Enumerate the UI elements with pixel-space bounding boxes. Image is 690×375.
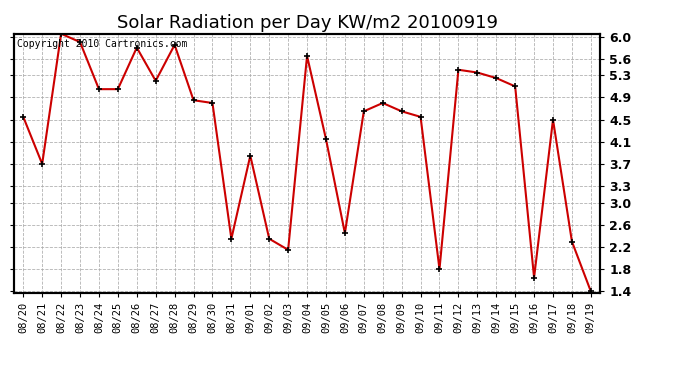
Text: Copyright 2010 Cartronics.com: Copyright 2010 Cartronics.com (17, 39, 187, 49)
Title: Solar Radiation per Day KW/m2 20100919: Solar Radiation per Day KW/m2 20100919 (117, 14, 497, 32)
